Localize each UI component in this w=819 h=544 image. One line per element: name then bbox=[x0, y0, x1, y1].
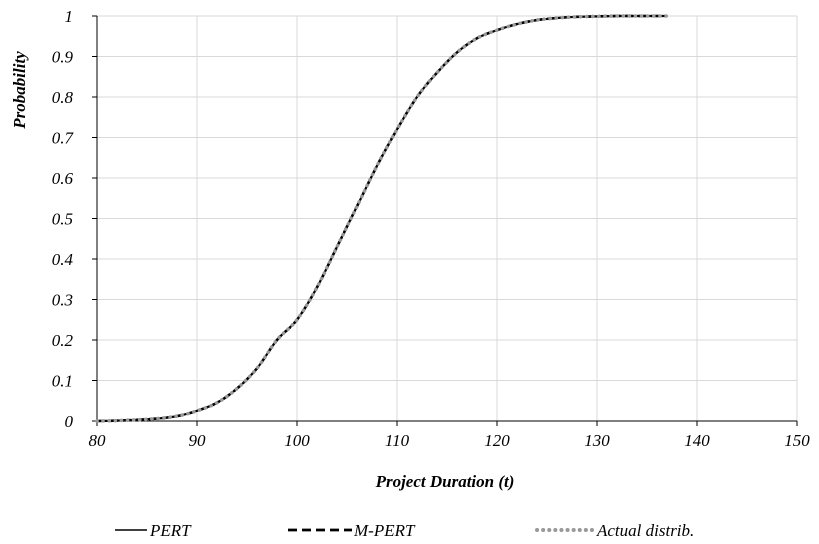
y-axis-title: Probability bbox=[10, 51, 29, 130]
series-actual-distrib-line bbox=[95, 14, 669, 423]
x-tick-label: 150 bbox=[784, 431, 810, 450]
x-axis-title: Project Duration (t) bbox=[375, 472, 515, 491]
x-tick-label: 110 bbox=[385, 431, 410, 450]
y-tick-label: 0.4 bbox=[52, 250, 74, 269]
y-tick-label: 0.9 bbox=[52, 48, 74, 67]
y-tick-label: 0.5 bbox=[52, 210, 73, 229]
axes bbox=[92, 15, 798, 426]
x-tick-label: 100 bbox=[284, 431, 310, 450]
legend-label-pert: PERT bbox=[149, 521, 192, 540]
x-tick-label: 140 bbox=[684, 431, 710, 450]
series-group bbox=[95, 14, 669, 423]
y-tick-label: 0 bbox=[65, 412, 74, 431]
x-tick-label: 130 bbox=[584, 431, 610, 450]
legend-item-m-pert: M-PERT bbox=[288, 521, 416, 540]
y-tick-label: 0.6 bbox=[52, 169, 74, 188]
tick-labels: 80 90 100 110 120 130 140 150 0 0.1 0.2 0.3 0.4 0.5 0.… bbox=[52, 7, 811, 450]
y-tick-label: 1 bbox=[65, 7, 74, 26]
x-tick-label: 90 bbox=[189, 431, 207, 450]
y-tick-label: 0.7 bbox=[52, 129, 75, 148]
legend-item-pert: PERT bbox=[115, 521, 192, 540]
y-tick-label: 0.3 bbox=[52, 291, 73, 310]
y-tick-label: 0.2 bbox=[52, 331, 74, 350]
legend-label-actual: Actual distrib. bbox=[596, 521, 694, 540]
x-tick-label: 80 bbox=[89, 431, 107, 450]
x-tick-label: 120 bbox=[484, 431, 510, 450]
y-tick-label: 0.8 bbox=[52, 88, 74, 107]
y-tick-label: 0.1 bbox=[52, 372, 73, 391]
legend-item-actual: Actual distrib. bbox=[535, 521, 694, 540]
grid-lines bbox=[96, 15, 798, 422]
legend-label-m-pert: M-PERT bbox=[353, 521, 416, 540]
legend: PERT M-PERT Actual distrib. bbox=[115, 521, 694, 540]
